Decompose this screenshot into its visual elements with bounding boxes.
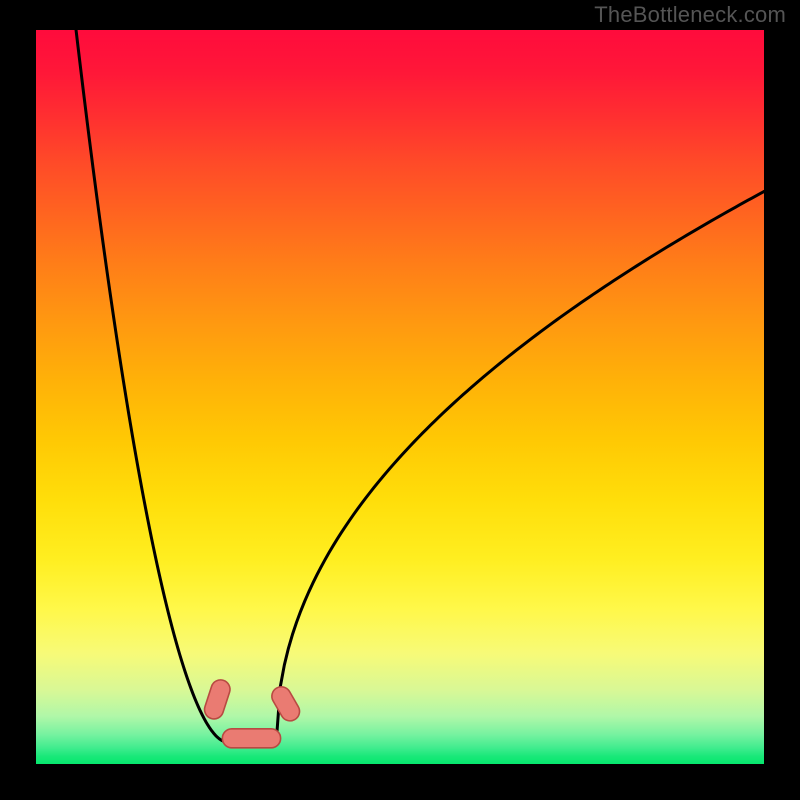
gradient-background: [36, 30, 764, 764]
stage: TheBottleneck.com: [0, 0, 800, 800]
chart-svg: [36, 30, 764, 764]
chart-area: [36, 30, 764, 764]
watermark-text: TheBottleneck.com: [594, 2, 786, 28]
marker-cap-bottom: [222, 729, 280, 748]
